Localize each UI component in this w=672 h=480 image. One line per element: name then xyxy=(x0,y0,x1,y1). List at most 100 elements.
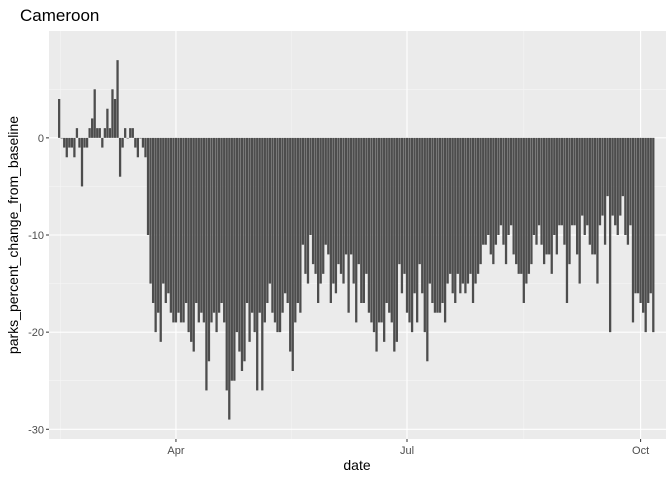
bar xyxy=(497,137,500,235)
bar xyxy=(179,137,183,323)
bar xyxy=(101,137,104,148)
bar xyxy=(134,137,137,148)
bar xyxy=(266,137,269,303)
bar xyxy=(334,137,338,294)
bar xyxy=(78,137,81,148)
bar xyxy=(146,137,150,235)
bar xyxy=(258,137,261,313)
y-axis-title: parks_percent_change_from_baseline xyxy=(5,116,21,354)
bar xyxy=(83,137,86,148)
x-tick-label: Oct xyxy=(632,445,649,457)
bar xyxy=(380,137,383,323)
bar xyxy=(223,137,226,323)
bar xyxy=(517,137,520,274)
bar xyxy=(367,137,371,313)
bar xyxy=(591,137,594,255)
bar xyxy=(154,137,157,333)
bar xyxy=(314,137,317,274)
bar xyxy=(278,137,282,333)
bar xyxy=(342,137,345,284)
bar xyxy=(273,137,277,323)
bar xyxy=(98,128,101,138)
bar xyxy=(494,137,498,245)
bar xyxy=(256,137,259,391)
bar xyxy=(469,137,472,274)
bar xyxy=(428,137,432,284)
bar xyxy=(225,137,228,391)
bar xyxy=(443,137,447,323)
bar xyxy=(322,137,325,274)
bar xyxy=(276,137,279,333)
bar xyxy=(113,99,117,138)
bar xyxy=(441,137,444,303)
bar xyxy=(281,137,284,313)
y-tick-label: 0 xyxy=(38,133,44,145)
bar xyxy=(652,137,655,333)
bar xyxy=(205,137,208,391)
bar xyxy=(309,137,312,235)
bar xyxy=(520,137,523,274)
bar xyxy=(296,137,299,303)
bar xyxy=(141,137,145,148)
bar xyxy=(283,137,287,294)
bar xyxy=(476,137,480,274)
bar xyxy=(548,137,551,255)
bar xyxy=(167,137,170,294)
bar xyxy=(228,137,231,420)
bar xyxy=(540,137,543,245)
bar xyxy=(431,137,434,303)
bar xyxy=(195,137,198,303)
bar xyxy=(395,137,398,342)
bar xyxy=(116,60,119,138)
bar xyxy=(202,137,206,323)
bar xyxy=(289,137,292,352)
bar xyxy=(642,137,645,313)
bar xyxy=(563,137,566,245)
bar xyxy=(121,137,124,148)
bar xyxy=(352,137,355,284)
bar xyxy=(306,137,310,284)
bar xyxy=(200,137,203,313)
bar xyxy=(96,128,99,138)
bar xyxy=(301,137,305,245)
bar xyxy=(568,137,571,265)
bar xyxy=(459,137,462,294)
bar xyxy=(400,137,404,294)
bar xyxy=(355,137,358,323)
bar xyxy=(487,137,490,235)
bar xyxy=(410,137,414,333)
bar xyxy=(60,137,63,139)
bar xyxy=(263,137,266,323)
bar xyxy=(350,137,353,255)
bar xyxy=(436,137,439,313)
bar xyxy=(63,137,66,148)
bar xyxy=(271,137,274,313)
x-tick-label: Apr xyxy=(167,445,184,457)
bar xyxy=(499,137,503,226)
y-tick-label: -20 xyxy=(28,327,44,339)
bar xyxy=(578,137,581,284)
bar xyxy=(408,137,411,323)
bar xyxy=(446,137,449,284)
y-axis: 0 -10 -20 -30 xyxy=(28,133,49,436)
bar xyxy=(418,137,421,265)
bar xyxy=(464,137,467,294)
bar xyxy=(73,137,76,158)
bar xyxy=(80,137,84,187)
bar xyxy=(636,137,640,294)
bar xyxy=(647,137,650,303)
bar xyxy=(482,137,485,245)
bar xyxy=(502,137,505,245)
bar xyxy=(75,128,79,138)
bar xyxy=(286,137,289,303)
bar xyxy=(570,137,574,226)
bar xyxy=(159,137,162,342)
bar xyxy=(184,137,188,303)
bar xyxy=(70,137,73,148)
bar xyxy=(608,137,612,333)
bar xyxy=(509,137,513,226)
bar xyxy=(621,137,624,197)
bar xyxy=(319,137,322,284)
bar xyxy=(291,137,294,371)
